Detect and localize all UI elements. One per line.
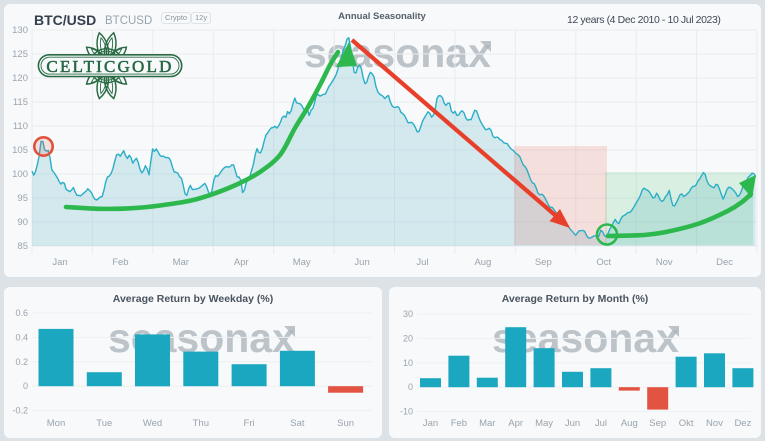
svg-text:Jul: Jul xyxy=(595,418,607,429)
svg-text:Aug: Aug xyxy=(621,418,638,429)
svg-text:30: 30 xyxy=(403,309,413,319)
svg-text:115: 115 xyxy=(13,97,28,108)
svg-text:Sat: Sat xyxy=(290,418,305,429)
svg-text:Sep: Sep xyxy=(535,257,552,268)
svg-text:Nov: Nov xyxy=(706,418,723,429)
svg-text:Jan: Jan xyxy=(423,418,438,429)
svg-text:Feb: Feb xyxy=(451,418,467,429)
svg-text:Mar: Mar xyxy=(173,257,189,268)
svg-text:Apr: Apr xyxy=(234,257,249,268)
svg-text:Tue: Tue xyxy=(96,418,112,429)
svg-text:Jul: Jul xyxy=(416,257,428,268)
svg-text:90: 90 xyxy=(17,217,28,228)
svg-text:10: 10 xyxy=(403,358,413,368)
svg-text:Oct: Oct xyxy=(596,257,611,268)
svg-text:Jun: Jun xyxy=(565,418,580,429)
svg-text:-0.2: -0.2 xyxy=(12,406,28,416)
svg-text:105: 105 xyxy=(12,145,28,156)
svg-text:Jan: Jan xyxy=(52,257,67,268)
svg-text:Fri: Fri xyxy=(244,418,255,429)
svg-text:Sun: Sun xyxy=(337,418,354,429)
svg-text:110: 110 xyxy=(13,121,28,132)
svg-text:130: 130 xyxy=(12,25,28,36)
svg-text:Dez: Dez xyxy=(734,418,751,429)
svg-text:0.6: 0.6 xyxy=(15,308,28,318)
svg-text:Thu: Thu xyxy=(193,418,209,429)
svg-text:Nov: Nov xyxy=(656,257,673,268)
svg-text:95: 95 xyxy=(17,193,28,204)
svg-text:100: 100 xyxy=(12,169,28,180)
svg-text:0.2: 0.2 xyxy=(15,357,28,367)
svg-text:Sep: Sep xyxy=(649,418,666,429)
svg-text:-10: -10 xyxy=(400,407,413,417)
svg-text:Apr: Apr xyxy=(508,418,523,429)
svg-text:Jun: Jun xyxy=(354,257,369,268)
svg-text:Aug: Aug xyxy=(474,257,491,268)
svg-text:120: 120 xyxy=(12,73,28,84)
svg-text:125: 125 xyxy=(12,49,28,60)
svg-text:0: 0 xyxy=(23,381,28,391)
svg-text:Dec: Dec xyxy=(716,257,733,268)
svg-text:20: 20 xyxy=(403,333,413,343)
svg-text:Okt: Okt xyxy=(679,418,694,429)
svg-text:0.4: 0.4 xyxy=(15,332,28,342)
svg-text:85: 85 xyxy=(17,241,28,252)
svg-text:0: 0 xyxy=(408,382,413,392)
svg-text:Mon: Mon xyxy=(47,418,65,429)
svg-text:May: May xyxy=(535,418,553,429)
svg-text:Mar: Mar xyxy=(479,418,495,429)
svg-text:Feb: Feb xyxy=(112,257,128,268)
svg-text:Wed: Wed xyxy=(143,418,162,429)
svg-text:CELTICGOLD: CELTICGOLD xyxy=(46,57,173,76)
svg-text:May: May xyxy=(293,257,311,268)
